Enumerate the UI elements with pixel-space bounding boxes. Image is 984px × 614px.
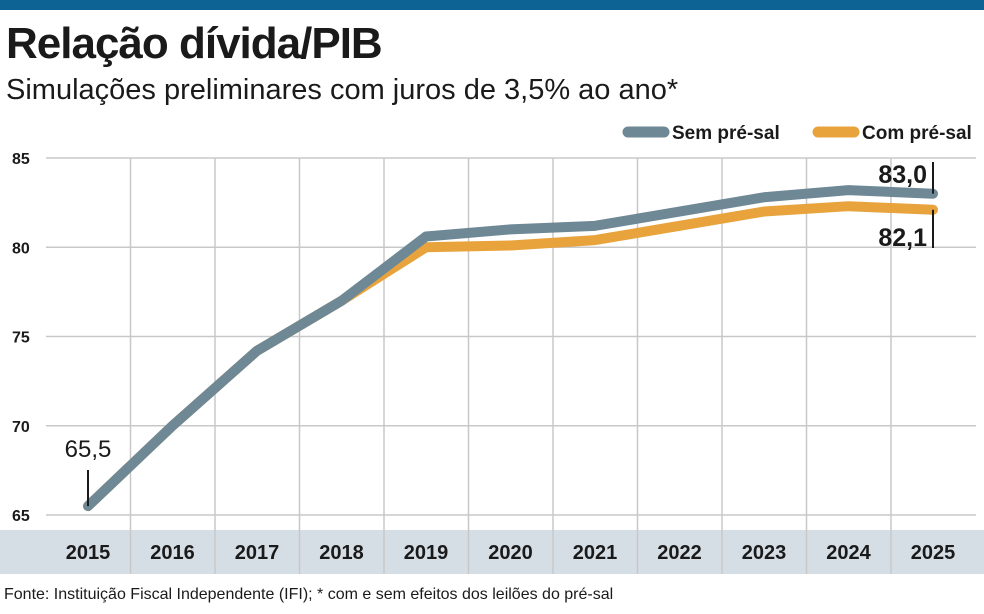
legend-label-sem-pre-sal: Sem pré-sal [672, 123, 780, 144]
data-point [676, 222, 684, 230]
data-point [338, 297, 346, 305]
x-tick-label: 2023 [742, 542, 787, 564]
y-tick-label: 70 [12, 419, 30, 436]
data-point [760, 193, 768, 201]
chart-subtitle: Simulações preliminares com juros de 3,5… [6, 74, 679, 106]
annotation-label: 65,5 [65, 436, 112, 463]
data-point [591, 222, 599, 230]
y-tick-label: 85 [12, 151, 30, 168]
data-point [507, 241, 515, 249]
x-tick-label: 2017 [235, 542, 280, 564]
x-tick-label: 2024 [826, 542, 871, 564]
source-note: Fonte: Instituição Fiscal Independente (… [4, 586, 614, 603]
top-accent-bar [0, 0, 984, 10]
legend-label-com-pre-sal: Com pré-sal [862, 123, 972, 144]
data-point [845, 202, 853, 210]
series-line-sem-pre-sal [83, 185, 938, 512]
x-axis-band [0, 530, 984, 574]
data-point [253, 347, 261, 355]
x-tick-label: 2016 [150, 542, 195, 564]
data-point [845, 186, 853, 194]
y-tick-label: 65 [12, 508, 30, 525]
x-tick-label: 2018 [319, 542, 364, 564]
data-point [676, 208, 684, 216]
data-point [169, 422, 177, 430]
annotation-label: 83,0 [878, 161, 927, 189]
chart-title: Relação dívida/PIB [6, 19, 383, 68]
annotation-label: 82,1 [878, 224, 927, 252]
data-point [507, 225, 515, 233]
data-point [760, 208, 768, 216]
line-chart: 65 70 75 80 85 2015 2016 2017 2018 2019 2020 2021 20… [0, 123, 984, 574]
x-tick-label: 2015 [66, 542, 111, 564]
x-tick-label: 2019 [404, 542, 449, 564]
x-tick-label: 2025 [911, 542, 956, 564]
x-tick-label: 2022 [657, 542, 702, 564]
data-point [422, 233, 430, 241]
x-tick-label: 2021 [573, 542, 618, 564]
data-point [591, 236, 599, 244]
x-tick-label: 2020 [488, 542, 533, 564]
y-tick-label: 75 [12, 330, 30, 347]
y-tick-label: 80 [12, 240, 30, 257]
